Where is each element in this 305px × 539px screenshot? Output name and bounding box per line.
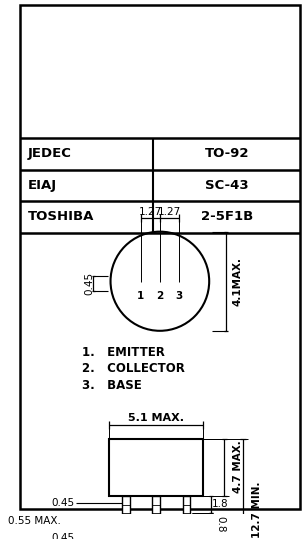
Ellipse shape [110, 232, 209, 331]
Text: 0.55 MAX.: 0.55 MAX. [8, 515, 61, 526]
Bar [156, 282, 164, 290]
Text: 12.7 MIN.: 12.7 MIN. [252, 482, 262, 538]
Bar [122, 496, 130, 539]
Text: 4.7 MAX.: 4.7 MAX. [233, 441, 243, 494]
Bar [174, 282, 183, 290]
Bar [183, 496, 190, 539]
Bar [137, 282, 145, 290]
Text: 2-5F1B: 2-5F1B [201, 210, 253, 223]
Text: 2.   COLLECTOR: 2. COLLECTOR [82, 362, 185, 376]
Text: TO-92: TO-92 [204, 148, 249, 161]
Text: 2: 2 [156, 291, 163, 301]
Text: 0.45: 0.45 [85, 272, 95, 295]
Text: 0.45: 0.45 [51, 499, 74, 508]
Text: 0.45: 0.45 [51, 533, 74, 539]
Text: 4.1MAX.: 4.1MAX. [233, 257, 243, 306]
Text: 5.1 MAX.: 5.1 MAX. [128, 413, 184, 424]
Text: TOSHIBA: TOSHIBA [28, 210, 94, 223]
Text: 3: 3 [175, 291, 182, 301]
Text: EIAJ: EIAJ [28, 179, 57, 192]
Text: 0.8: 0.8 [216, 516, 226, 533]
Bar [109, 439, 203, 496]
Text: JEDEC: JEDEC [28, 148, 72, 161]
Text: 1.27: 1.27 [139, 206, 162, 217]
Text: 3.   BASE: 3. BASE [82, 378, 142, 392]
Text: 1.27: 1.27 [158, 206, 181, 217]
Text: 1: 1 [137, 291, 145, 301]
Text: 1.   EMITTER: 1. EMITTER [82, 346, 165, 359]
Bar [152, 496, 160, 539]
Text: SC-43: SC-43 [205, 179, 249, 192]
Text: 1.8: 1.8 [212, 499, 229, 509]
